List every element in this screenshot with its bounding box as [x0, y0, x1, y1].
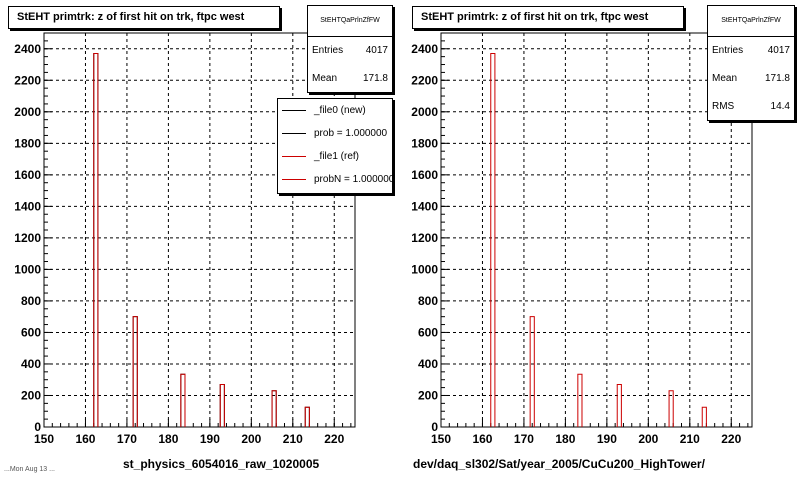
y-tick-label: 800	[418, 294, 438, 308]
histogram-bar	[219, 383, 225, 427]
right-stats-name: StEHTQaPrlnZfFW	[708, 6, 794, 37]
legend-entry-ref: _file1 (ref)	[278, 145, 392, 168]
histogram-bar	[616, 383, 622, 427]
y-tick-label: 2200	[14, 73, 41, 87]
y-tick-label: 200	[21, 388, 41, 402]
x-tick-label: 210	[680, 432, 700, 446]
y-tick-label: 0	[431, 420, 438, 434]
histogram-bar	[668, 390, 674, 427]
histogram-bar	[180, 373, 186, 427]
legend-swatch-prob	[282, 133, 306, 134]
right-x-axis-label: dev/daq_sl302/Sat/year_2005/CuCu200_High…	[413, 457, 705, 471]
x-tick-label: 190	[597, 432, 617, 446]
x-tick-label: 180	[158, 432, 178, 446]
y-tick-label: 2200	[411, 73, 438, 87]
left-stats-mean: Mean 171.8	[312, 73, 388, 84]
x-tick-label: 150	[34, 432, 54, 446]
histogram-bar	[529, 316, 535, 427]
y-tick-label: 2400	[411, 42, 438, 56]
left-legend: _file0 (new) prob = 1.000000 _file1 (ref…	[277, 98, 393, 194]
histogram-bar	[132, 316, 138, 427]
histogram-bar	[701, 406, 707, 427]
x-tick-label: 210	[283, 432, 303, 446]
x-tick-label: 170	[117, 432, 137, 446]
legend-swatch-probn	[282, 179, 306, 180]
x-tick-label: 180	[555, 432, 575, 446]
right-stats-rms: RMS 14.4	[712, 101, 790, 112]
y-tick-label: 1000	[14, 262, 41, 276]
right-stats-mean: Mean 171.8	[712, 73, 790, 84]
x-tick-label: 200	[241, 432, 261, 446]
y-tick-label: 400	[418, 357, 438, 371]
histogram-bar	[490, 52, 496, 427]
y-tick-label: 2000	[411, 105, 438, 119]
x-tick-label: 200	[638, 432, 658, 446]
y-tick-label: 600	[21, 325, 41, 339]
legend-swatch-new	[282, 110, 306, 111]
left-stats-entries: Entries 4017	[312, 45, 388, 56]
left-x-axis-label: st_physics_6054016_raw_1020005	[123, 457, 320, 471]
y-tick-label: 800	[21, 294, 41, 308]
histogram-bar	[271, 390, 277, 427]
x-tick-label: 160	[75, 432, 95, 446]
y-tick-label: 600	[418, 325, 438, 339]
legend-entry-probn: probN = 1.000000	[278, 168, 392, 191]
x-tick-label: 220	[721, 432, 741, 446]
left-stats-box: StEHTQaPrlnZfFW Entries 4017 Mean 171.8	[307, 5, 393, 93]
y-tick-label: 1000	[411, 262, 438, 276]
x-tick-label: 220	[324, 432, 344, 446]
y-tick-label: 1800	[14, 136, 41, 150]
y-tick-label: 1600	[14, 168, 41, 182]
x-tick-label: 160	[472, 432, 492, 446]
histogram-bar	[577, 373, 583, 427]
right-chart-title: StEHT primtrk: z of first hit on trk, ft…	[412, 6, 684, 29]
right-stats-entries: Entries 4017	[712, 45, 790, 56]
y-tick-label: 2400	[14, 42, 41, 56]
x-tick-label: 170	[514, 432, 534, 446]
plot-frame	[440, 32, 753, 428]
y-tick-label: 1600	[411, 168, 438, 182]
y-tick-label: 0	[34, 420, 41, 434]
left-chart-title: StEHT primtrk: z of first hit on trk, ft…	[8, 6, 280, 29]
right-histogram-panel: 150 160 170 180 190 200 210 2200200400600800100…	[411, 32, 753, 446]
y-tick-label: 1800	[411, 136, 438, 150]
y-tick-label: 1200	[411, 231, 438, 245]
x-tick-label: 150	[431, 432, 451, 446]
y-tick-label: 1400	[411, 199, 438, 213]
y-tick-label: 2000	[14, 105, 41, 119]
legend-entry-prob: prob = 1.000000	[278, 122, 392, 145]
left-stats-name: StEHTQaPrlnZfFW	[308, 6, 392, 37]
histogram-bar	[304, 406, 310, 427]
y-tick-label: 1200	[14, 231, 41, 245]
footer-timestamp: ...Mon Aug 13 ...	[4, 466, 55, 473]
right-stats-box: StEHTQaPrlnZfFW Entries 4017 Mean 171.8 …	[707, 5, 795, 121]
histogram-bar	[93, 52, 99, 427]
y-tick-label: 200	[418, 388, 438, 402]
legend-entry-new: _file0 (new)	[278, 99, 392, 122]
y-tick-label: 400	[21, 357, 41, 371]
x-tick-label: 190	[200, 432, 220, 446]
legend-swatch-ref	[282, 156, 306, 157]
left-histogram-panel: 150 160 170 180 190 200 210 2200200400600800100…	[14, 32, 356, 446]
y-tick-label: 1400	[14, 199, 41, 213]
